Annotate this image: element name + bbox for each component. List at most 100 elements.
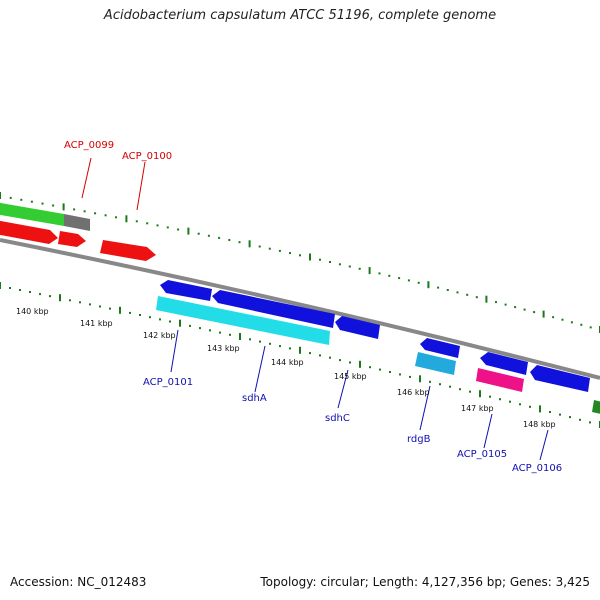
- outer-minor-tick: [83, 210, 86, 213]
- outer-minor-tick: [533, 311, 536, 314]
- gene-feature[interactable]: [212, 290, 335, 328]
- gene-feature[interactable]: [160, 280, 212, 301]
- outer-minor-tick: [30, 200, 33, 203]
- inner-minor-tick: [29, 291, 31, 293]
- rna-feature[interactable]: [0, 202, 64, 226]
- outer-minor-tick: [299, 254, 301, 257]
- inner-major-tick: [359, 360, 361, 368]
- gene-label[interactable]: ACP_0101: [143, 377, 193, 388]
- inner-minor-tick: [399, 373, 401, 376]
- inner-minor-tick: [279, 345, 281, 348]
- outer-minor-tick: [278, 249, 281, 252]
- gene-feature[interactable]: [335, 316, 380, 339]
- outer-minor-tick: [9, 196, 12, 199]
- scale-label: 146 kbp: [397, 388, 430, 397]
- outer-major-tick: [427, 281, 430, 289]
- gene-feature[interactable]: [420, 338, 460, 358]
- outer-minor-tick: [94, 212, 97, 215]
- outer-minor-tick: [456, 291, 459, 294]
- outer-minor-tick: [258, 245, 261, 248]
- outer-minor-tick: [52, 204, 55, 207]
- gene-feature[interactable]: [530, 365, 590, 392]
- inner-minor-tick: [199, 327, 201, 330]
- inner-minor-tick: [589, 421, 591, 424]
- outer-minor-tick: [41, 202, 44, 205]
- inner-minor-tick: [249, 338, 251, 341]
- outer-minor-tick: [218, 236, 221, 239]
- gene-label[interactable]: rdgB: [407, 434, 431, 445]
- inner-minor-tick: [379, 368, 381, 371]
- gene-feature[interactable]: [480, 352, 528, 375]
- inner-minor-tick: [499, 398, 501, 401]
- scale-label: 147 kbp: [461, 404, 494, 413]
- forward-features: [0, 202, 156, 261]
- gene-label[interactable]: ACP_0105: [457, 449, 507, 460]
- outer-minor-tick: [570, 321, 573, 324]
- outer-major-tick: [187, 227, 190, 235]
- inner-major-tick: [239, 333, 241, 340]
- inner-major-tick: [119, 306, 121, 314]
- scale-label: 141 kbp: [80, 319, 113, 328]
- gene-feature[interactable]: [156, 296, 330, 345]
- scale-label: 148 kbp: [523, 420, 556, 429]
- outer-minor-tick: [156, 224, 159, 227]
- outer-minor-tick: [228, 239, 231, 241]
- inner-major-tick: [179, 319, 181, 327]
- inner-major-tick: [419, 375, 421, 383]
- outer-minor-tick: [197, 232, 200, 235]
- inner-minor-tick: [459, 388, 461, 391]
- inner-minor-tick: [269, 342, 271, 345]
- gene-feature[interactable]: [100, 240, 156, 261]
- outer-minor-tick: [398, 277, 401, 280]
- outer-minor-tick: [358, 267, 361, 270]
- outer-minor-tick: [115, 216, 117, 219]
- rna-feature[interactable]: [592, 400, 600, 416]
- inner-major-tick: [0, 282, 1, 289]
- gene-label[interactable]: ACP_0106: [512, 463, 562, 474]
- inner-minor-tick: [449, 385, 451, 388]
- gene-feature[interactable]: [58, 231, 86, 247]
- inner-minor-tick: [259, 340, 261, 343]
- inner-minor-tick: [49, 295, 51, 298]
- gene-label[interactable]: ACP_0099: [64, 140, 114, 151]
- inner-minor-tick: [509, 400, 511, 403]
- outer-minor-tick: [407, 279, 410, 282]
- outer-major-tick: [542, 310, 545, 318]
- inner-minor-tick: [329, 356, 331, 359]
- gene-feature[interactable]: [476, 368, 524, 392]
- callout-lines: [81, 157, 549, 461]
- inner-major-tick: [539, 405, 541, 413]
- inner-minor-tick: [519, 403, 521, 406]
- outer-major-tick: [62, 203, 65, 211]
- gene-feature[interactable]: [0, 220, 58, 244]
- outer-minor-tick: [104, 214, 107, 217]
- gene-feature[interactable]: [415, 352, 456, 375]
- reverse-features: [156, 280, 600, 416]
- inner-minor-tick: [39, 293, 41, 296]
- inner-minor-tick: [189, 324, 191, 327]
- inner-minor-tick: [439, 383, 441, 386]
- outer-major-tick: [248, 240, 251, 248]
- scale-label: 144 kbp: [271, 358, 304, 367]
- inner-minor-tick: [229, 333, 231, 336]
- gene-label[interactable]: sdhA: [242, 393, 267, 404]
- pseudo-feature[interactable]: [64, 214, 90, 231]
- outer-minor-tick: [495, 301, 497, 304]
- inner-minor-tick: [169, 320, 171, 323]
- inner-minor-tick: [99, 305, 101, 308]
- outer-minor-tick: [475, 296, 478, 299]
- genome-summary-text: Topology: circular; Length: 4,127,356 bp…: [260, 575, 590, 589]
- outer-minor-tick: [207, 234, 210, 237]
- gene-label[interactable]: ACP_0100: [122, 151, 172, 162]
- outer-minor-tick: [580, 323, 583, 326]
- gene-label[interactable]: sdhC: [325, 413, 350, 424]
- outer-minor-tick: [446, 289, 449, 291]
- scale-label: 142 kbp: [143, 331, 176, 340]
- inner-minor-tick: [79, 301, 81, 304]
- outer-minor-tick: [268, 247, 271, 250]
- inner-minor-tick: [109, 307, 111, 310]
- map-title: Acidobacterium capsulatum ATCC 51196, co…: [103, 8, 497, 23]
- outer-minor-tick: [523, 308, 526, 311]
- scale-label: 140 kbp: [16, 307, 49, 316]
